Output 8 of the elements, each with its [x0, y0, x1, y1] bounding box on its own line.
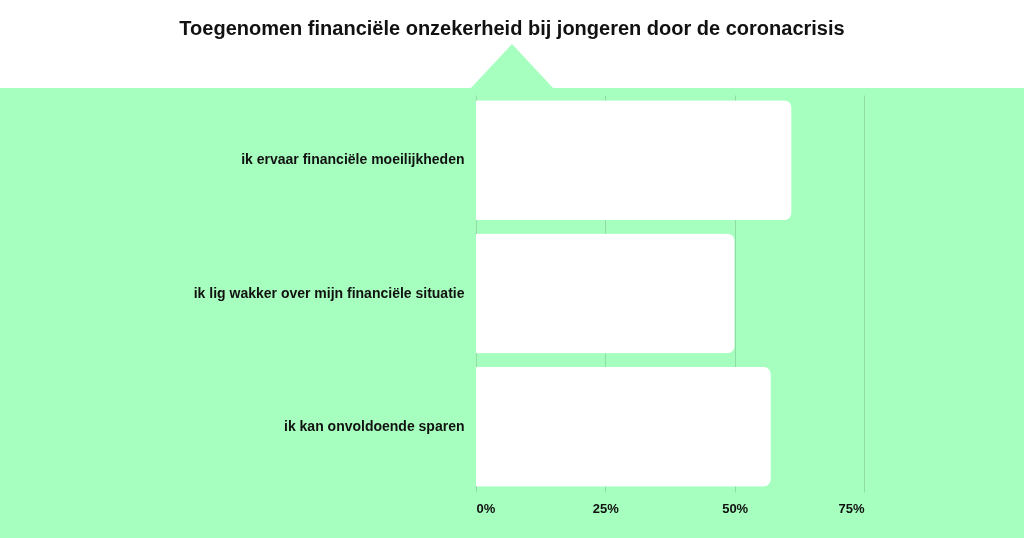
x-tick-label: 25% — [592, 500, 620, 516]
y-tick-label: ik lig wakker over mijn financiële situatie — [193, 284, 465, 301]
x-tick-label: 50% — [722, 500, 749, 516]
x-tick-label: 0% — [476, 500, 496, 516]
y-tick-label: ik ervaar financiële moeilijkheden — [241, 151, 465, 168]
chart-title: Toegenomen financiële onzekerheid bij jongeren door de coronacrisis — [179, 17, 845, 39]
x-tick-label: 75% — [838, 500, 865, 516]
y-tick-label: ik kan onvoldoende sparen — [284, 417, 465, 434]
